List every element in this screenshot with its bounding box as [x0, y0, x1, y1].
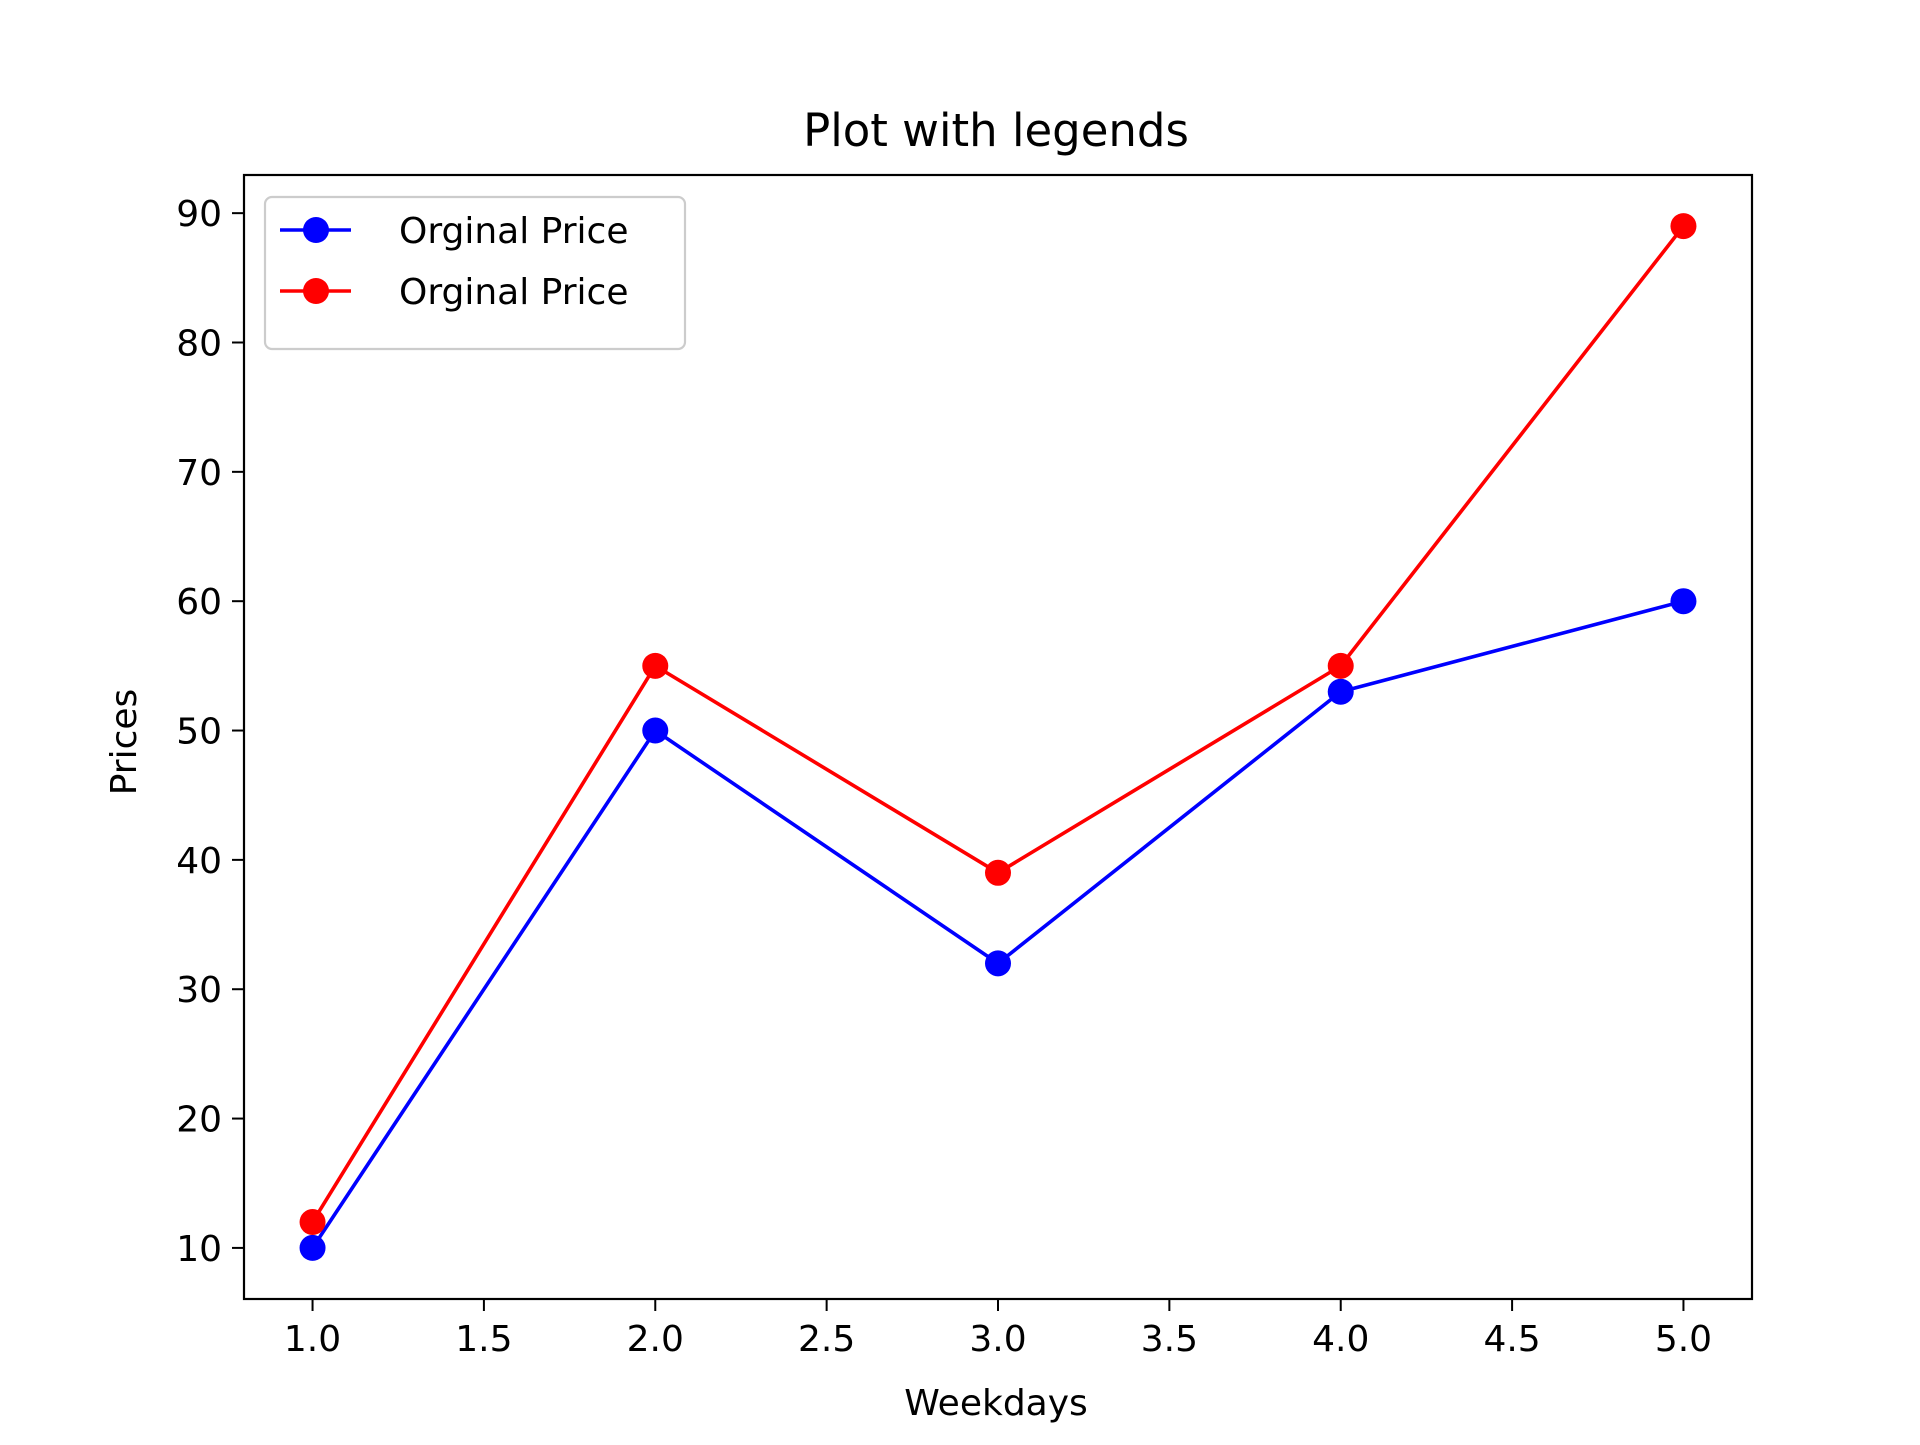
data-point-series-1	[1327, 678, 1354, 705]
y-tick-label: 50	[176, 712, 222, 753]
data-point-series-1	[299, 1234, 326, 1261]
legend-marker-swatch	[303, 278, 329, 304]
legend-box	[263, 195, 687, 351]
y-tick-label: 30	[176, 970, 222, 1011]
data-point-series-2	[1670, 213, 1697, 240]
x-tick-label: 4.0	[1312, 1319, 1369, 1360]
data-point-series-1	[642, 717, 669, 744]
y-axis-label: Prices	[104, 689, 145, 796]
y-tick-label: 80	[176, 324, 222, 365]
x-tick-label: 3.5	[1141, 1319, 1198, 1360]
y-tick-label: 70	[176, 453, 222, 494]
data-point-series-2	[1327, 652, 1354, 679]
data-point-series-2	[985, 859, 1011, 886]
x-axis: 1.0 1.5 2.0 2.5 3.0 3.5 4.0 4.5 5.0	[284, 1299, 1712, 1360]
y-axis: 10 20 30 40 50 60 70 80 90	[176, 194, 244, 1270]
x-tick-label: 2.5	[798, 1319, 855, 1360]
legend: Orginal Price Orginal Price	[263, 195, 687, 351]
y-tick-label: 90	[176, 194, 222, 235]
legend-label: Orginal Price	[399, 211, 629, 252]
chart-title: Plot with legends	[803, 104, 1189, 157]
data-point-series-2	[642, 652, 669, 679]
x-tick-label: 4.5	[1483, 1319, 1540, 1360]
x-tick-label: 1.0	[284, 1319, 341, 1360]
x-tick-label: 5.0	[1655, 1319, 1712, 1360]
data-point-series-1	[1670, 588, 1697, 615]
legend-label: Orginal Price	[399, 272, 629, 313]
x-tick-label: 2.0	[627, 1319, 684, 1360]
y-tick-label: 20	[176, 1100, 222, 1141]
x-tick-label: 1.5	[455, 1319, 512, 1360]
data-point-series-1	[985, 950, 1011, 977]
x-axis-label: Weekdays	[904, 1383, 1088, 1424]
legend-marker-swatch	[303, 217, 329, 243]
data-point-series-2	[299, 1209, 326, 1236]
series-line-1	[311, 599, 1684, 1249]
y-tick-label: 10	[176, 1229, 222, 1270]
y-tick-label: 60	[176, 582, 222, 623]
series-line-2	[311, 224, 1685, 1223]
x-tick-label: 3.0	[969, 1319, 1026, 1360]
series-layer	[299, 213, 1697, 1261]
y-tick-label: 40	[176, 841, 222, 882]
